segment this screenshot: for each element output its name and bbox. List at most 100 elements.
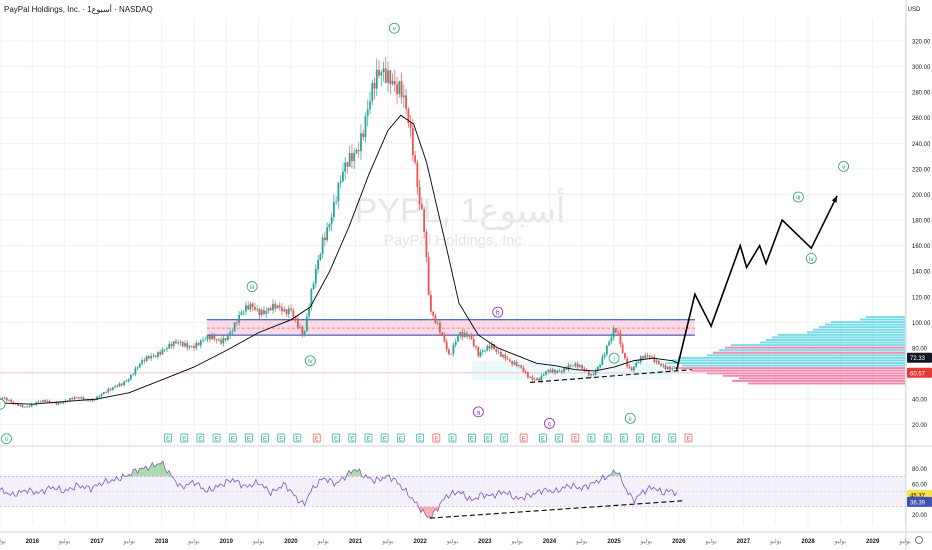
candle-body: [396, 84, 398, 95]
earnings-marker: [636, 433, 644, 443]
candle-body: [138, 363, 141, 368]
earnings-marker-label: E: [366, 437, 370, 443]
candle-body: [522, 367, 525, 373]
time-axis-label: 2029: [866, 539, 880, 545]
symbol-title: PayPal Holdings, Inc. · 1أسبوع · NASDAQ: [4, 3, 153, 14]
wave-label-text: i: [0, 402, 1, 409]
candle-body: [143, 360, 146, 361]
wave-label-circle: [388, 22, 400, 34]
candle-body: [576, 363, 579, 368]
candle-body: [608, 341, 611, 346]
earnings-marker-label: E: [215, 437, 219, 443]
candle-body: [393, 80, 396, 85]
candle-body: [434, 315, 437, 324]
candle-body: [211, 335, 213, 340]
wave-label-text: v: [393, 26, 397, 33]
candle-body: [375, 69, 378, 89]
candle-body: [371, 83, 374, 102]
candle-body: [362, 133, 365, 137]
price-axis-label: 180.00: [912, 219, 931, 225]
candle-body: [479, 351, 482, 357]
candle-body: [427, 257, 430, 296]
candle-body: [651, 356, 653, 358]
candle-body: [199, 340, 202, 346]
volume-profile-bar: [739, 377, 905, 380]
time-axis-label: 2016: [26, 539, 40, 545]
candle-body: [441, 332, 444, 335]
wave-label-circle: [472, 406, 484, 418]
candle-body: [274, 303, 277, 309]
candle-body: [610, 337, 613, 342]
candle-body: [256, 308, 259, 310]
candle-body: [477, 347, 480, 357]
earnings-marker: [277, 433, 286, 443]
candle-body: [62, 402, 65, 404]
candle-body: [653, 356, 656, 363]
candle-body: [407, 108, 410, 124]
candle-body: [547, 369, 550, 372]
candle-body: [118, 383, 121, 387]
candle-body: [499, 351, 502, 357]
candle-body: [281, 307, 283, 312]
time-axis-label: يوليو: [58, 538, 71, 545]
time-axis-label: 2023: [478, 539, 492, 545]
candle-body: [572, 365, 574, 367]
candle-body: [220, 339, 222, 344]
candle-body: [569, 365, 572, 367]
candle-body: [17, 403, 19, 406]
candle-body: [493, 344, 495, 350]
candle-body: [346, 162, 349, 167]
candle-body: [100, 394, 103, 397]
candle-body: [391, 80, 394, 85]
candle-body: [69, 398, 71, 402]
candle-body: [472, 339, 475, 347]
volume-profile-bar: [866, 315, 905, 318]
candle-body: [150, 355, 153, 359]
earnings-marker: [652, 433, 660, 443]
volume-profile-bar: [778, 333, 905, 336]
candle-body: [635, 362, 638, 367]
candle-body: [321, 237, 324, 255]
candle-body: [642, 356, 644, 359]
earnings-marker-label: E: [638, 437, 642, 443]
candle-body: [287, 308, 290, 315]
candle-body: [179, 341, 182, 343]
earnings-marker-label: E: [606, 437, 610, 443]
volume-profile-bar: [760, 341, 905, 344]
time-axis-label: يوليو: [510, 538, 523, 545]
candle-body: [233, 322, 236, 332]
volume-profile-bar: [719, 349, 905, 352]
rsi-axis-label: 80.00: [912, 467, 928, 473]
candle-body: [157, 352, 159, 357]
candle-body: [502, 354, 504, 357]
candle-body: [452, 344, 455, 354]
earnings-marker: [468, 433, 476, 443]
earnings-marker-label: E: [686, 437, 690, 443]
candle-body: [382, 68, 385, 73]
earnings-marker: [293, 433, 302, 443]
volume-profile-bar: [725, 346, 905, 349]
candle-body: [599, 364, 602, 367]
candle-body: [630, 367, 633, 371]
candle-body: [163, 349, 166, 351]
earnings-marker: [396, 433, 405, 443]
candle-body: [342, 171, 344, 182]
earnings-marker-label: E: [502, 437, 506, 443]
candle-body: [567, 365, 570, 370]
earnings-marker-label: E: [434, 437, 438, 443]
candle-body: [8, 399, 10, 401]
candle-body: [513, 361, 516, 365]
wave-label-text: iii: [250, 284, 254, 291]
candle-body: [116, 386, 119, 388]
candle-body: [184, 343, 186, 347]
candle-body: [468, 335, 471, 337]
time-axis-label: 2022: [413, 539, 427, 545]
candle-body: [425, 232, 428, 258]
earnings-marker: [164, 433, 172, 443]
time-axis-label: يوليو: [187, 538, 200, 545]
earnings-marker-label: E: [470, 437, 474, 443]
candle-body: [141, 360, 144, 364]
candle-body: [240, 312, 243, 316]
candle-body: [96, 396, 98, 401]
